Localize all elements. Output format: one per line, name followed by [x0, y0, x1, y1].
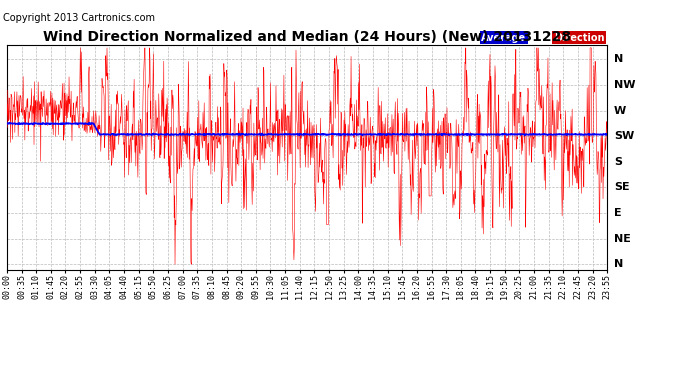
Text: S: S	[614, 157, 622, 167]
Text: SE: SE	[614, 182, 630, 192]
Text: Direction: Direction	[553, 33, 604, 43]
Text: N: N	[614, 54, 623, 64]
Text: SW: SW	[614, 131, 634, 141]
Text: NW: NW	[614, 80, 635, 90]
Text: Copyright 2013 Cartronics.com: Copyright 2013 Cartronics.com	[3, 13, 155, 23]
Text: NE: NE	[614, 234, 631, 244]
Text: Average: Average	[481, 33, 526, 43]
Text: E: E	[614, 208, 622, 218]
Text: W: W	[614, 105, 627, 116]
Text: N: N	[614, 259, 623, 269]
Title: Wind Direction Normalized and Median (24 Hours) (New) 20131228: Wind Direction Normalized and Median (24…	[43, 30, 571, 44]
